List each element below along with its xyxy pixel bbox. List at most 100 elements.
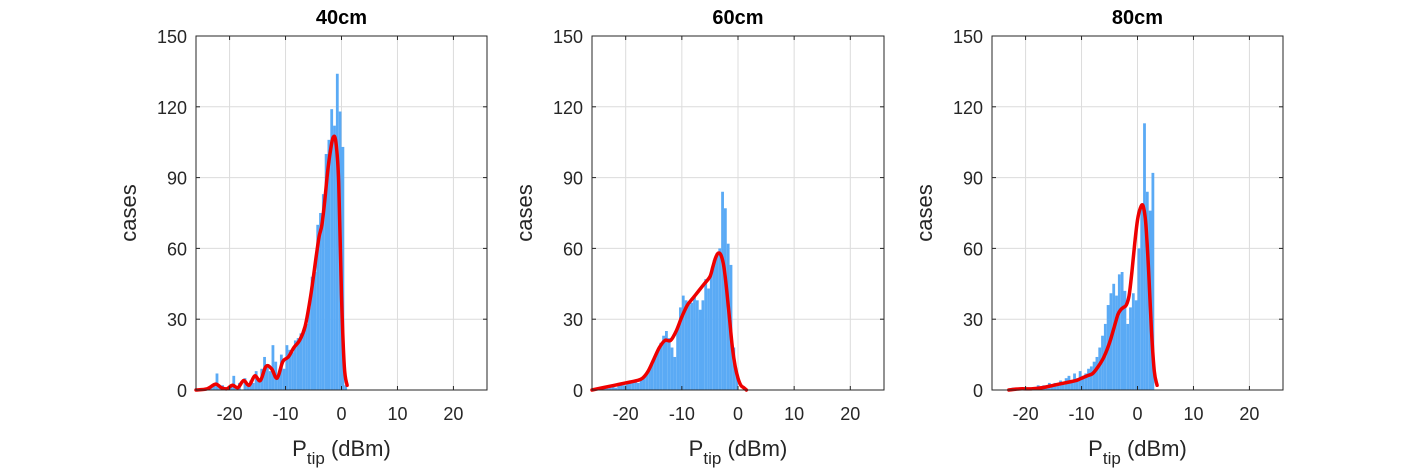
histogram-bar	[324, 154, 328, 390]
histogram-bar	[1098, 347, 1102, 390]
histogram-bar	[1115, 295, 1118, 390]
histogram-bar	[701, 300, 705, 390]
histogram-bar	[673, 356, 677, 390]
y-tick-label: 0	[973, 381, 983, 401]
histogram-bar	[1117, 274, 1121, 390]
histogram-bar	[1123, 290, 1127, 390]
histogram-bar	[279, 354, 283, 390]
histogram-bar	[687, 305, 691, 390]
x-tick-label: -10	[669, 404, 695, 424]
x-axis-label-subscript: tip	[1103, 449, 1121, 468]
histogram-bar	[614, 387, 618, 390]
histogram-bar	[299, 333, 303, 390]
histogram-bar	[665, 331, 668, 390]
x-axis-label: Ptip (dBm)	[689, 436, 788, 468]
histogram-bar	[302, 331, 306, 390]
histogram-bar	[1143, 123, 1146, 390]
histogram-bar	[212, 385, 216, 390]
x-axis-label: Ptip (dBm)	[1088, 436, 1187, 468]
chart-panel-2: -20 -10 0 10 20 0 30 60 90 120 150 60cm cases Ptip (d…	[512, 7, 885, 468]
y-tick-label: 30	[167, 310, 187, 330]
fit-curve	[590, 251, 749, 392]
histogram-bar	[707, 288, 710, 390]
x-axis-label: Ptip (dBm)	[292, 436, 391, 468]
y-tick-label: 60	[963, 239, 983, 259]
histogram-bar	[681, 295, 685, 390]
histogram-bar	[232, 375, 236, 390]
y-tick-label: 150	[953, 27, 983, 47]
x-tick-label: -20	[217, 404, 243, 424]
histogram-bar	[296, 338, 300, 390]
histogram-bar	[656, 349, 660, 390]
histogram-bar	[282, 368, 286, 390]
histogram-bar	[636, 382, 640, 390]
x-axis-label-subscript: tip	[307, 449, 325, 468]
chart-panel-3: -20 -10 0 10 20 0 30 60 90 120 150 80cm cases Ptip (d…	[912, 7, 1284, 468]
y-tick-label: 60	[167, 239, 187, 259]
x-tick-label: 0	[336, 404, 346, 424]
histogram-bar	[257, 380, 261, 390]
x-tick-label: 0	[1132, 404, 1142, 424]
histogram-bar	[667, 338, 671, 390]
histogram-bar	[718, 248, 722, 390]
histogram-bar	[1131, 293, 1135, 390]
histogram-bar	[625, 382, 629, 390]
y-tick-label: 0	[177, 381, 187, 401]
histogram-bar	[698, 309, 702, 390]
histogram-bar	[291, 352, 294, 390]
x-tick-label: 20	[443, 404, 463, 424]
histogram-bar	[684, 300, 688, 390]
y-tick-label: 30	[563, 310, 583, 330]
histogram-bar	[639, 378, 643, 390]
histogram-bar	[693, 295, 696, 390]
histogram-bar	[642, 375, 646, 390]
histogram-bar	[251, 382, 255, 390]
histogram-bar	[1075, 378, 1079, 390]
histogram-bar	[310, 276, 314, 390]
histogram-bar	[1151, 172, 1155, 390]
histogram-bar	[1112, 283, 1116, 390]
histogram-bar	[1129, 307, 1132, 390]
histogram-bar	[330, 109, 334, 390]
histogram-bar	[313, 272, 317, 390]
x-tick-label: -10	[1069, 404, 1095, 424]
histogram-bar	[1070, 380, 1074, 390]
histogram-bar	[1061, 382, 1065, 390]
histogram-bar	[608, 387, 612, 390]
y-tick-label: 90	[563, 169, 583, 189]
histogram-bar	[209, 387, 213, 390]
x-axis-label-main: P	[1088, 436, 1103, 461]
histogram-bar	[1145, 191, 1149, 390]
histogram-bar	[622, 385, 626, 390]
histogram-bar	[1087, 368, 1090, 390]
histogram-bar	[316, 224, 320, 390]
x-axis-label-unit: (dBm)	[721, 436, 787, 461]
histogram-bar	[653, 356, 657, 390]
histogram-bar	[723, 208, 727, 390]
histogram-bar	[721, 191, 724, 390]
histogram-bar	[327, 139, 331, 390]
histogram-bar	[735, 371, 738, 390]
x-axis-label-main: P	[292, 436, 307, 461]
histogram-bar	[288, 349, 292, 390]
chart-title: 40cm	[316, 7, 367, 29]
x-tick-label: 20	[840, 404, 860, 424]
y-tick-label: 150	[553, 27, 583, 47]
histogram-bar	[1084, 373, 1088, 390]
y-tick-label: 120	[157, 98, 187, 118]
histogram-bar	[712, 260, 716, 390]
histogram-bar	[1134, 300, 1138, 390]
histogram-bar	[285, 345, 289, 390]
histogram-bar	[265, 364, 269, 390]
x-axis-label-unit: (dBm)	[325, 436, 391, 461]
x-tick-label: -20	[613, 404, 639, 424]
histogram-bar	[690, 302, 694, 390]
x-axis-label-main: P	[689, 436, 704, 461]
y-tick-label: 120	[953, 98, 983, 118]
y-tick-label: 90	[963, 169, 983, 189]
histogram-bar	[268, 371, 272, 390]
histogram-bar	[1120, 272, 1124, 390]
y-tick-label: 120	[553, 98, 583, 118]
histogram-bar	[709, 272, 713, 390]
